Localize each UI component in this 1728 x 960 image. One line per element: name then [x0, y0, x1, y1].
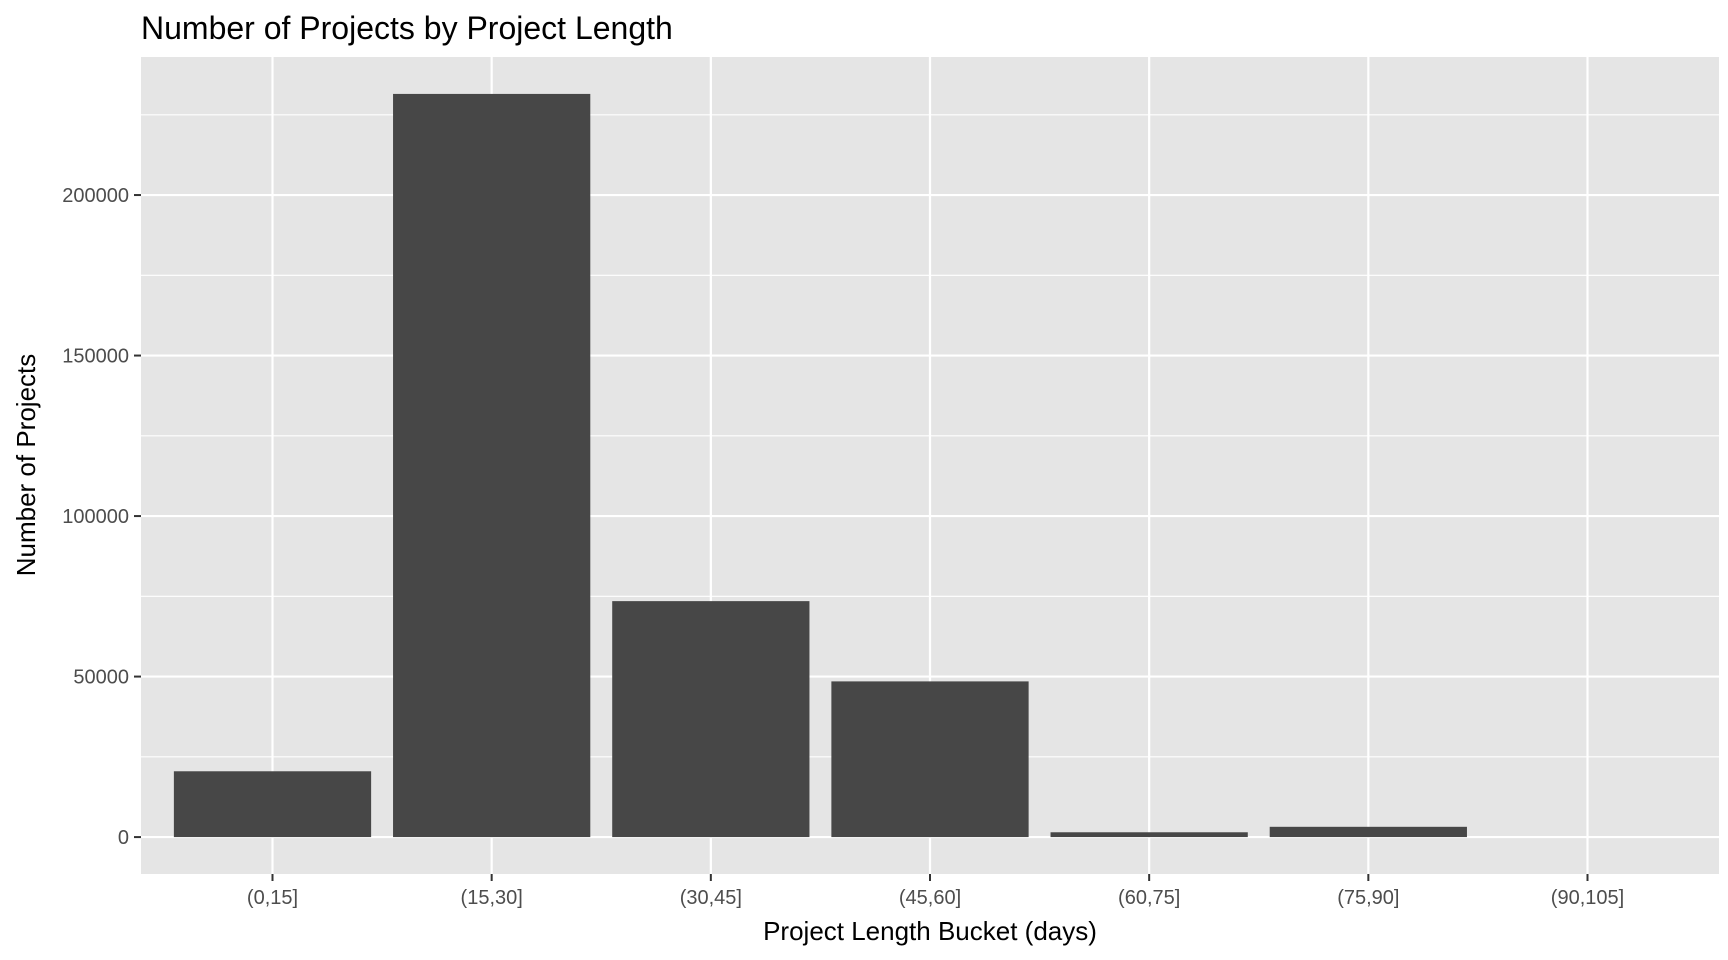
y-axis: 0 50000 100000 150000 200000	[62, 185, 141, 849]
chart-title: Number of Projects by Project Length	[141, 10, 673, 46]
bar-5	[1269, 826, 1467, 838]
x-axis-title: Project Length Bucket (days)	[763, 916, 1097, 946]
bars	[173, 93, 1467, 838]
y-tick-label: 50000	[73, 667, 129, 689]
bar-2	[612, 601, 810, 838]
x-tick-label: (75,90]	[1337, 887, 1399, 909]
x-tick-label: (0,15]	[247, 887, 298, 909]
y-tick-label: 200000	[62, 185, 129, 207]
bar-1	[393, 93, 591, 838]
bar-4	[1050, 832, 1248, 838]
bar-0	[173, 771, 372, 838]
y-tick-label: 100000	[62, 506, 129, 528]
x-tick-label: (60,75]	[1118, 887, 1180, 909]
y-tick-label: 0	[118, 827, 129, 849]
y-tick-label: 150000	[62, 346, 129, 368]
bar-3	[831, 681, 1029, 838]
x-tick-label: (90,105]	[1551, 887, 1624, 909]
x-tick-label: (30,45]	[680, 887, 742, 909]
x-axis: (0,15] (15,30] (30,45] (45,60] (60,75] (75,90…	[247, 874, 1624, 909]
y-axis-title: Number of Projects	[11, 354, 41, 577]
x-tick-label: (45,60]	[899, 887, 961, 909]
x-tick-label: (15,30]	[461, 887, 523, 909]
